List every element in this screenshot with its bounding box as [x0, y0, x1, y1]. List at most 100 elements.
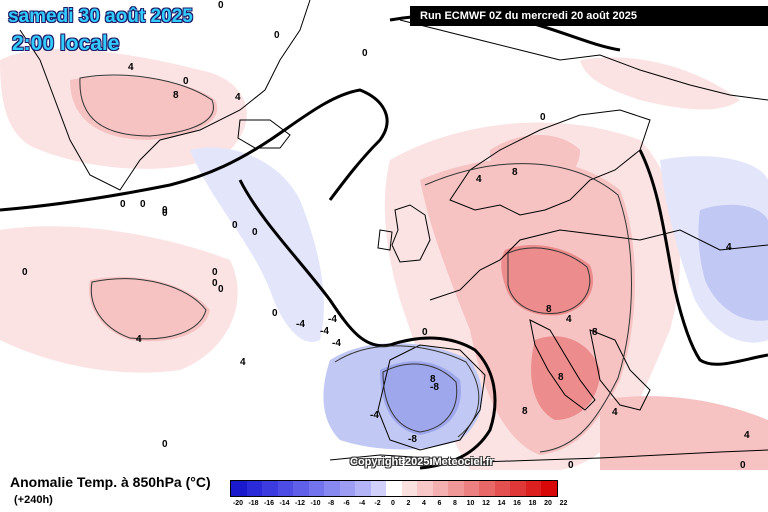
color-swatch [231, 481, 247, 496]
contour-label: 0 [232, 220, 238, 231]
zero-contour-north [0, 88, 389, 212]
scale-tick-label: 0 [391, 500, 395, 507]
iceland-coast [237, 119, 291, 149]
color-swatch [525, 481, 541, 496]
british-isles-coast [377, 204, 431, 263]
contour-label: 0 [740, 460, 746, 470]
contour-label: 4 [476, 174, 482, 185]
contour-label: 0 [120, 199, 126, 210]
balkans-warm-core [531, 336, 600, 420]
color-swatch [355, 481, 371, 496]
zero-contour-east [638, 149, 768, 366]
greenland-coast [19, 0, 311, 191]
scale-tick-label: 8 [453, 500, 457, 507]
contour-label: 0 [162, 208, 168, 219]
color-swatch [386, 481, 402, 496]
forecast-date: samedi 30 août 2025 [8, 6, 193, 27]
contour-label: 0 [362, 48, 368, 59]
arctic-coast-east [399, 19, 561, 61]
central-europe-warm-core [501, 245, 594, 316]
russia-cold-core [698, 204, 768, 321]
contour-label: 0 [162, 439, 168, 450]
contour-biscay-4 [334, 345, 480, 438]
color-swatch [277, 481, 293, 496]
scandinavia-warm-core [490, 135, 580, 190]
contour-label: 4 [612, 407, 618, 418]
mainland-europe-coast [429, 229, 768, 301]
contour-label: 8 [546, 304, 552, 315]
map-canvas: 0 0 0 4 8 0 4 0 0 0 0 0 0 0 0 4 4 -4 -4 … [0, 0, 768, 470]
contour-label: 0 [272, 308, 278, 319]
contour-label: 8 [173, 90, 179, 101]
color-swatch [246, 481, 262, 496]
contour-label: 0 [540, 112, 546, 123]
color-swatch [448, 481, 464, 496]
contour-label: 0 [422, 327, 428, 338]
contour-label: -4 [332, 338, 341, 349]
scale-tick-label: -14 [279, 500, 290, 507]
color-swatch [370, 481, 386, 496]
color-swatch [541, 481, 557, 496]
italy-coast [529, 319, 596, 411]
color-swatch [324, 481, 340, 496]
anomaly-map[interactable]: 0 0 0 4 8 0 4 0 0 0 0 0 0 0 0 4 4 -4 -4 … [0, 0, 768, 470]
scale-tick-label: 12 [482, 500, 490, 507]
scale-tick-label: 14 [497, 500, 506, 507]
contour-label: 0 [212, 278, 218, 289]
warm-anomaly-areas [0, 49, 768, 470]
contour-label: 4 [136, 334, 142, 345]
contour-iberia-8 [382, 363, 458, 433]
scale-tick-label: 2 [406, 500, 411, 507]
anomaly-contours [79, 74, 632, 453]
contour-label: 0 [183, 76, 189, 87]
contour-europe-4 [424, 163, 632, 453]
scale-tick-label: 4 [422, 500, 426, 507]
contour-label: 0 [252, 227, 258, 238]
contour-label: 0 [162, 205, 168, 216]
contour-label: 8 [558, 372, 564, 383]
contour-label: 0 [140, 199, 146, 210]
run-info: Run ECMWF 0Z du mercredi 20 août 2025 [410, 6, 768, 26]
iberia-cold-core [380, 361, 461, 435]
contour-label: 8 [522, 406, 528, 417]
scale-tick-label: -2 [374, 500, 381, 507]
scale-tick-label: -6 [343, 500, 350, 507]
contour-label: 0 [22, 267, 28, 278]
contour-label: 0 [568, 460, 574, 470]
contour-label: 4 [235, 92, 241, 103]
scale-tick-label: 6 [437, 500, 442, 507]
africa-coast [329, 449, 768, 463]
contour-label: 8 [512, 167, 518, 178]
contour-label: 4 [566, 314, 572, 325]
color-swatch [293, 481, 309, 496]
contour-label: 8 [592, 327, 598, 338]
contour-label: 4 [744, 430, 750, 441]
color-swatch [479, 481, 495, 496]
color-scale [230, 480, 558, 497]
contour-label: -4 [328, 314, 337, 325]
contour-label: -4 [296, 319, 305, 330]
balkans-coast [589, 329, 651, 411]
scale-tick-label: -10 [310, 500, 321, 507]
scale-tick-label: 18 [528, 500, 537, 507]
scale-tick-label: 20 [544, 500, 552, 507]
color-swatch [432, 481, 448, 496]
scale-tick-label: 22 [559, 500, 568, 507]
color-swatch [308, 481, 324, 496]
copyright-notice: Copyright 2025 Meteociel.fr [350, 456, 494, 468]
contour-label: -8 [408, 434, 417, 445]
forecast-lead-time: (+240h) [14, 494, 53, 506]
scale-tick-label: -12 [294, 500, 306, 507]
color-swatch [401, 481, 417, 496]
contour-greenland-4 [79, 74, 214, 137]
scale-tick-label: -16 [263, 500, 275, 507]
contour-label: -4 [320, 326, 329, 337]
color-swatch [417, 481, 433, 496]
contour-label: 8 [430, 374, 436, 385]
contour-central-8 [507, 247, 591, 314]
color-swatch [463, 481, 479, 496]
contour-label: 0 [218, 0, 224, 11]
contour-label: 4 [240, 357, 246, 368]
contour-label: 0 [274, 30, 280, 41]
contour-label: 0 [212, 267, 218, 278]
